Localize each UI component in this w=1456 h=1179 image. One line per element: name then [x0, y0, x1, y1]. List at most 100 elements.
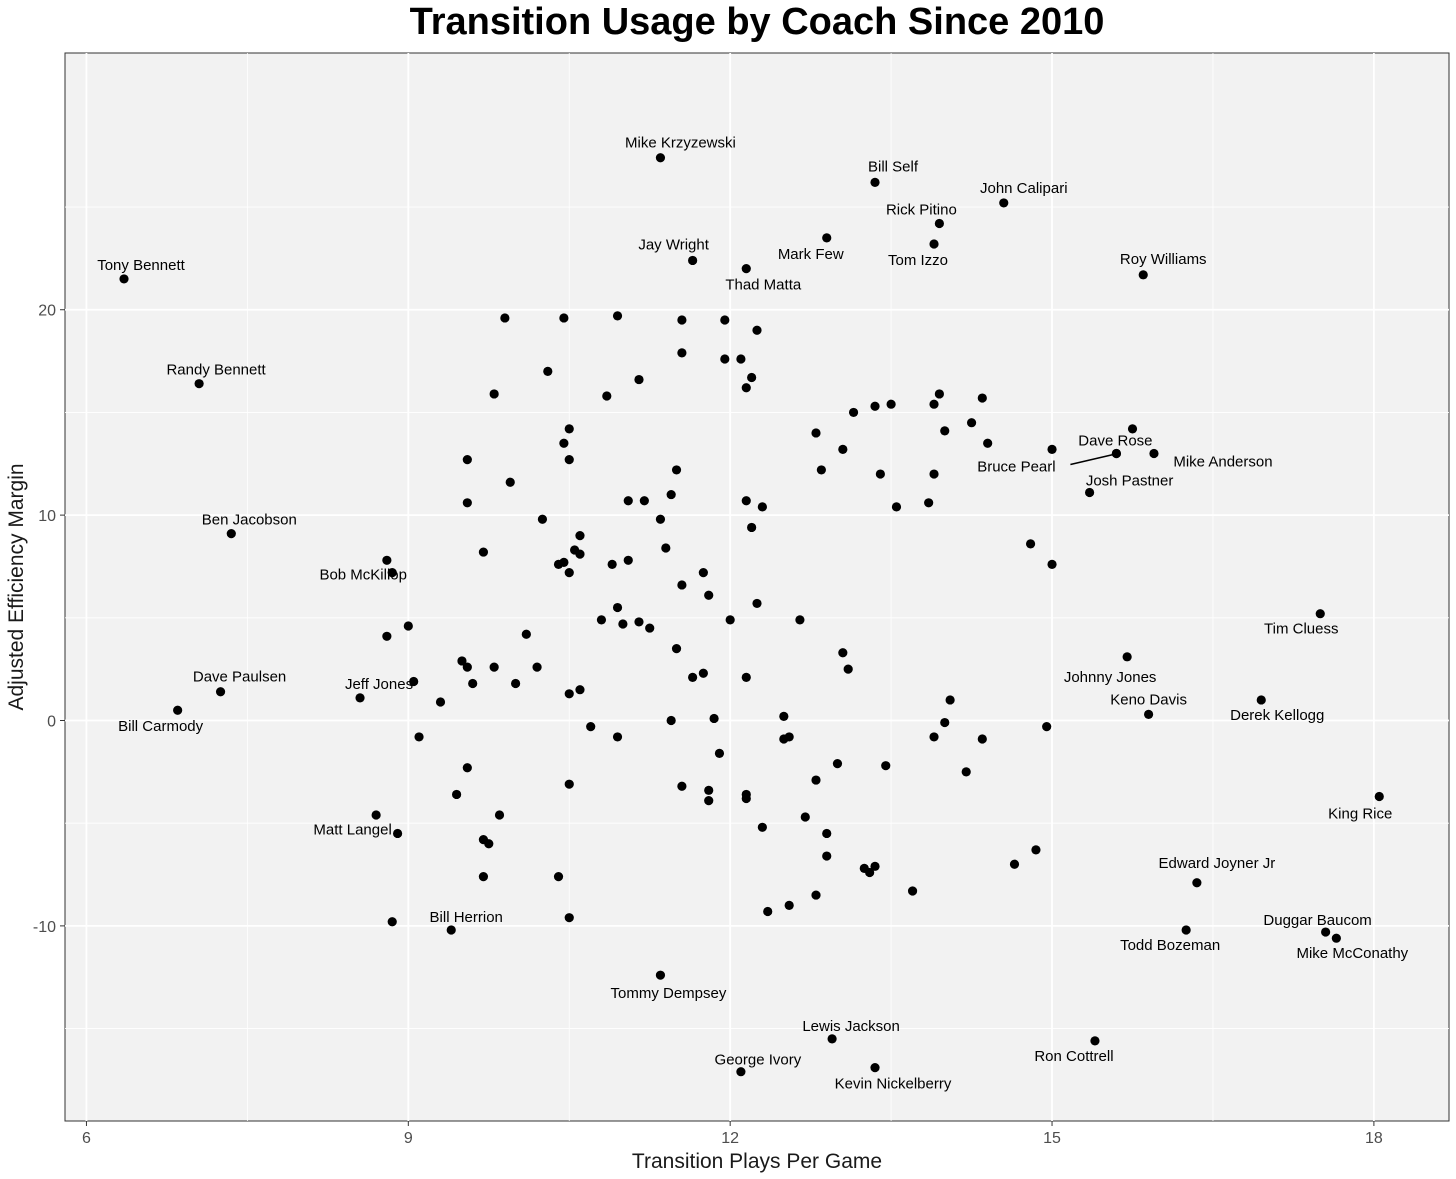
coach-label: Matt Langel: [313, 821, 391, 838]
coach-label: Todd Bozeman: [1120, 937, 1220, 954]
coach-label: Bill Herrion: [430, 909, 503, 926]
data-point: [559, 557, 569, 567]
labeled-data-point: [1090, 1036, 1100, 1046]
labeled-data-point: [1149, 448, 1159, 459]
coach-label: Bill Self: [868, 158, 919, 175]
data-point: [462, 662, 472, 672]
data-point: [763, 906, 773, 917]
coach-label: Mike Krzyzewski: [625, 135, 736, 152]
data-point: [870, 401, 880, 411]
data-point: [934, 389, 944, 399]
x-tick-label: 15: [1043, 1130, 1061, 1147]
data-point: [843, 664, 853, 674]
data-point: [757, 502, 767, 512]
coach-label: Kevin Nickelberry: [835, 1076, 952, 1093]
x-tick-label: 18: [1365, 1130, 1383, 1147]
data-point: [511, 678, 521, 689]
data-point: [822, 828, 832, 839]
coach-label: Thad Matta: [725, 277, 802, 294]
labeled-data-point: [1331, 933, 1341, 943]
data-point: [478, 547, 489, 557]
point-labels: Mike Krzyzewski Bill Self John Calipari Ric…: [97, 135, 1408, 1093]
data-point: [387, 917, 397, 927]
data-point: [704, 590, 714, 600]
labeled-data-point: [822, 233, 832, 243]
coach-label: Rick Pitino: [886, 201, 957, 218]
data-point: [714, 748, 725, 758]
data-point: [784, 900, 794, 910]
data-point: [500, 313, 510, 323]
coach-label: Randy Bennett: [166, 362, 266, 379]
data-point: [677, 315, 687, 325]
labeled-data-point: [1084, 487, 1095, 498]
data-point: [478, 871, 489, 882]
axis-ticks: 6 9 12 15 18 -10 0 10 20: [33, 303, 1383, 1147]
coach-label: Dave Rose: [1078, 433, 1152, 450]
data-point: [779, 734, 789, 744]
data-point: [382, 555, 392, 565]
labeled-data-point: [1111, 448, 1122, 459]
data-point: [865, 867, 875, 878]
coach-label: Johnny Jones: [1064, 669, 1157, 686]
labeled-data-point: [934, 218, 944, 229]
data-point: [543, 366, 553, 376]
data-point: [435, 697, 446, 707]
labeled-data-point: [870, 1063, 880, 1073]
y-tick-label: 20: [38, 303, 56, 320]
labeled-data-point: [215, 687, 226, 697]
data-point: [929, 732, 939, 742]
data-point: [736, 354, 746, 364]
data-point: [838, 648, 848, 658]
data-point: [564, 568, 574, 578]
y-tick-label: 0: [47, 714, 56, 731]
coach-label: Derek Kellogg: [1230, 707, 1324, 724]
labeled-data-point: [741, 264, 751, 274]
labeled-data-point: [827, 1034, 837, 1044]
labeled-data-point: [355, 693, 365, 703]
coach-label: Tim Cluess: [1264, 621, 1338, 638]
labeled-data-point: [1143, 709, 1154, 719]
coach-label: Bob McKillop: [319, 567, 407, 584]
labeled-data-point: [736, 1067, 746, 1077]
data-point: [698, 668, 708, 678]
data-point: [553, 871, 564, 882]
data-point: [1042, 722, 1052, 732]
data-point: [891, 502, 902, 512]
data-point: [564, 913, 574, 923]
data-point: [457, 656, 467, 666]
data-point: [612, 311, 623, 321]
data-point: [907, 886, 918, 896]
data-point: [505, 477, 515, 487]
data-point: [559, 313, 569, 323]
data-point: [623, 555, 633, 565]
data-point: [564, 689, 574, 699]
data-point: [747, 372, 757, 383]
data-point: [661, 543, 671, 553]
data-point: [848, 407, 859, 418]
data-point: [752, 325, 762, 335]
data-point: [666, 715, 676, 726]
data-point: [757, 822, 767, 832]
x-tick-label: 9: [404, 1130, 413, 1147]
x-tick-label: 6: [82, 1130, 91, 1147]
data-point: [559, 438, 569, 448]
data-point: [634, 617, 644, 627]
data-point: [800, 812, 810, 822]
labeled-data-point: [1315, 609, 1325, 619]
data-point: [961, 767, 971, 777]
data-point: [537, 514, 548, 524]
data-point: [618, 619, 628, 629]
coach-label: Edward Joyner Jr: [1159, 855, 1276, 872]
data-point: [720, 315, 730, 325]
data-point: [677, 781, 687, 791]
labeled-data-point: [1374, 791, 1384, 802]
coach-label: Mike Anderson: [1173, 454, 1272, 471]
coach-label: Duggar Baucom: [1263, 912, 1371, 929]
data-points: [119, 153, 1384, 1077]
data-point: [575, 531, 585, 541]
data-point: [414, 732, 424, 742]
coach-label: Mike McConathy: [1296, 945, 1408, 962]
data-point: [720, 354, 730, 364]
data-point: [575, 549, 585, 559]
data-point: [451, 789, 462, 800]
